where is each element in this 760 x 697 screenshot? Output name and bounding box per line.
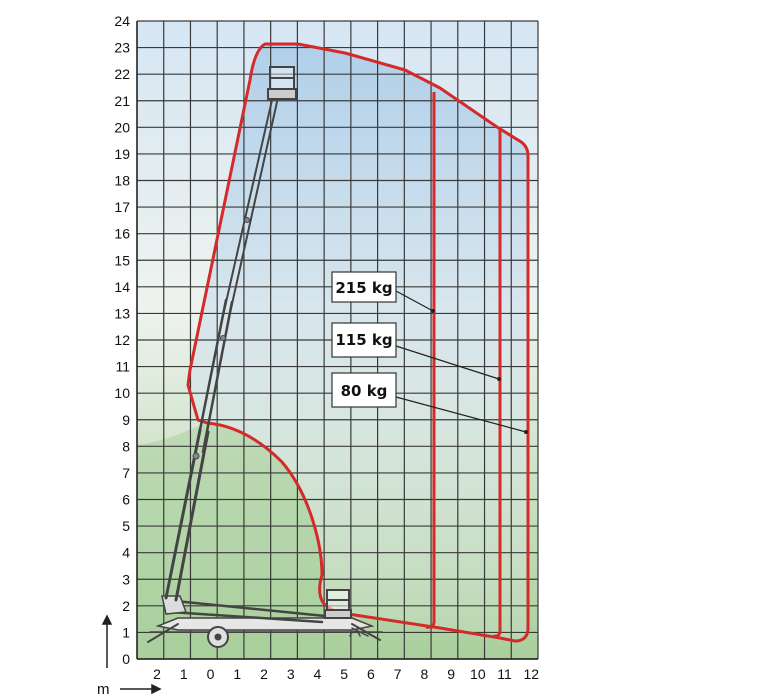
x-tick-label: 2 [153, 666, 161, 682]
y-tick-label: 20 [114, 119, 130, 135]
load-text-80kg: 80 kg [341, 382, 388, 400]
envelope-line-215kg [425, 92, 436, 629]
boom-pivot [192, 452, 200, 460]
outrigger-right [351, 623, 381, 641]
x-tick-label: 8 [420, 666, 428, 682]
load-text-215kg: 215 kg [335, 279, 392, 297]
x-tick-label: 0 [207, 666, 215, 682]
boom-joint-mid [220, 335, 226, 341]
x-axis-tick-labels: 2 1 0 1 2 3 4 5 6 7 8 9 10 11 12 [153, 666, 539, 682]
x-tick-label: 12 [524, 666, 540, 682]
lower-arm [163, 598, 327, 624]
y-tick-label: 21 [114, 93, 130, 109]
y-tick-label: 23 [114, 40, 130, 56]
basket-top [267, 66, 297, 100]
x-tick-label: 1 [233, 666, 241, 682]
y-tick-label: 24 [114, 13, 130, 29]
y-tick-label: 11 [115, 359, 130, 375]
boom-joint-upper [244, 217, 250, 223]
x-tick-label: 5 [340, 666, 348, 682]
unit-label: m [97, 681, 110, 697]
load-label-215kg: 215 kg [331, 271, 435, 313]
load-label-80kg: 80 kg [331, 372, 528, 434]
load-box-80kg [331, 372, 397, 408]
leader-line-80kg [395, 396, 527, 433]
x-tick-label: 9 [447, 666, 455, 682]
y-tick-label: 17 [114, 199, 130, 215]
y-tick-label: 7 [122, 465, 130, 481]
x-tick-label: 6 [367, 666, 375, 682]
x-tick-label: 11 [497, 666, 512, 682]
tow-bar [349, 627, 369, 637]
envelope-line-115kg [492, 128, 502, 638]
y-tick-label: 18 [114, 173, 130, 189]
x-tick-label: 10 [470, 666, 486, 682]
x-tick-label: 4 [314, 666, 322, 682]
y-tick-label: 9 [122, 412, 130, 428]
leader-dot-80kg [524, 430, 528, 434]
y-tick-label: 5 [122, 518, 130, 534]
leader-dot-115kg [497, 377, 501, 381]
unit-indicator [101, 614, 162, 695]
load-text-115kg: 115 kg [335, 331, 392, 349]
x-tick-label: 1 [180, 666, 188, 682]
load-box-115kg [331, 322, 397, 358]
y-tick-label: 3 [122, 571, 130, 587]
load-box-215kg [331, 271, 397, 303]
load-labels: 215 kg 115 kg 80 kg [331, 271, 528, 434]
aerial-platform-machine [147, 66, 383, 648]
ground-zone [137, 423, 322, 659]
x-tick-label: 7 [394, 666, 402, 682]
y-tick-label: 16 [114, 226, 130, 242]
chassis [155, 617, 375, 631]
y-tick-label: 19 [114, 146, 130, 162]
leader-line-115kg [395, 345, 500, 380]
boom-section-2 [194, 298, 234, 454]
y-tick-label: 22 [114, 66, 130, 82]
envelope-outer-line [186, 42, 530, 643]
wheel-hub [214, 633, 222, 641]
leader-dot-215kg [431, 309, 435, 313]
working-envelope [186, 42, 530, 643]
x-tick-label: 3 [287, 666, 295, 682]
y-tick-label: 4 [122, 545, 130, 561]
leader-line-215kg [395, 290, 434, 312]
turntable [161, 595, 188, 615]
y-tick-label: 1 [122, 624, 130, 640]
y-tick-label: 14 [114, 279, 130, 295]
load-label-115kg: 115 kg [331, 322, 501, 381]
unit-arrowhead-up [101, 614, 113, 625]
boom-section-3 [221, 99, 278, 323]
y-tick-label: 8 [122, 438, 130, 454]
basket-stowed [324, 589, 352, 619]
outrigger-left [147, 623, 179, 643]
y-tick-label: 10 [114, 385, 130, 401]
x-tick-label: 2 [260, 666, 268, 682]
y-tick-label: 13 [114, 305, 130, 321]
y-tick-label: 12 [114, 332, 130, 348]
y-tick-label: 0 [122, 651, 130, 667]
unit-arrowhead-right [151, 683, 162, 695]
y-tick-label: 2 [122, 598, 130, 614]
y-tick-label: 6 [122, 492, 130, 508]
y-tick-label: 15 [114, 252, 130, 268]
